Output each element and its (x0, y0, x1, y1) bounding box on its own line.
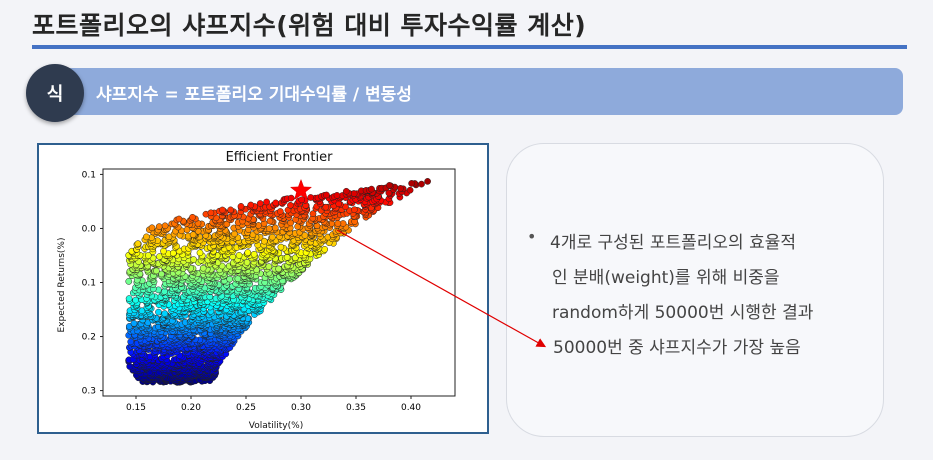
scatter-point (283, 254, 291, 261)
x-axis-label: Volatility(%) (249, 421, 303, 431)
formula-badge: 식 (26, 64, 84, 122)
scatter-point (333, 192, 341, 199)
scatter-point (161, 288, 168, 295)
scatter-point (408, 180, 415, 187)
scatter-point (322, 203, 330, 211)
y-axis-label: Expected Returns(%) (57, 238, 67, 333)
scatter-point (424, 178, 431, 185)
scatter-point (321, 246, 329, 253)
scatter-point (368, 185, 375, 193)
scatter-point (158, 270, 165, 278)
y-tick-label: 0.3 (82, 387, 96, 397)
scatter-point (250, 250, 258, 258)
scatter-point (227, 206, 234, 214)
scatter-point (207, 209, 215, 217)
bullet-icon: • (527, 227, 537, 246)
scatter-point (153, 267, 160, 275)
scatter-point (287, 201, 294, 209)
scatter-point (160, 247, 167, 255)
scatter-point (189, 213, 196, 221)
scatter-point (130, 320, 138, 327)
scatter-point (125, 278, 133, 285)
efficient-frontier-chart-frame: Efficient Frontier 0.15 0.20 0.25 0.30 0.35 0… (37, 143, 489, 434)
scatter-point (143, 233, 150, 241)
y-tick-label: 0.1 (82, 170, 96, 180)
scatter-point (266, 217, 274, 225)
scatter-point (199, 264, 207, 272)
scatter-point (244, 249, 252, 256)
scatter-point (247, 201, 255, 209)
scatter-point (275, 265, 282, 273)
scatter-point (175, 215, 183, 223)
scatter-point (155, 308, 162, 316)
scatter-point (351, 206, 358, 214)
scatter-point (397, 185, 404, 192)
x-axis-ticks: 0.15 0.20 0.25 0.30 0.35 0.40 (126, 396, 421, 413)
scatter-point (342, 187, 350, 195)
efficient-frontier-chart: Efficient Frontier 0.15 0.20 0.25 0.30 0.35 0… (57, 150, 456, 431)
info-line-1: 4개로 구성된 포트폴리오의 효율적 (550, 233, 796, 253)
scatter-point (237, 203, 245, 210)
x-tick-label: 0.20 (181, 403, 201, 413)
y-tick-label: 0.1 (82, 279, 96, 289)
x-tick-label: 0.40 (401, 403, 421, 413)
scatter-point (127, 338, 135, 346)
y-axis-ticks: 0.1 0.0 0.1 0.2 0.3 (82, 170, 103, 397)
scatter-point (298, 196, 306, 204)
scatter-point (260, 237, 268, 245)
scatter-point (271, 224, 279, 232)
scatter-point (323, 191, 330, 199)
y-tick-label: 0.2 (82, 333, 96, 343)
scatter-points (125, 178, 431, 386)
scatter-point (307, 194, 315, 201)
info-line-2: 인 분배(weight)를 위해 비중을 (552, 268, 780, 288)
scatter-point (148, 224, 156, 232)
scatter-point (144, 252, 152, 259)
scatter-point (386, 182, 393, 189)
scatter-point (272, 199, 280, 207)
scatter-point (277, 243, 285, 251)
scatter-point (235, 252, 243, 259)
y-tick-label: 0.0 (82, 224, 97, 234)
scatter-point (406, 186, 414, 194)
page-title: 포트폴리오의 샤프지수(위험 대비 투자수익률 계산) (32, 11, 587, 40)
sharpe-formula: 샤프지수 = 포트폴리오 기대수익률 / 변동성 (96, 85, 412, 105)
scatter-point (265, 263, 273, 270)
scatter-point (269, 233, 276, 241)
scatter-point (255, 222, 262, 229)
scatter-point (156, 253, 163, 260)
x-tick-label: 0.25 (236, 403, 256, 413)
scatter-point (276, 208, 284, 215)
scatter-point (155, 223, 163, 230)
scatter-point (418, 180, 425, 188)
scatter-point (334, 220, 342, 227)
scatter-point (134, 240, 142, 248)
scatter-point (169, 249, 177, 257)
scatter-point (196, 249, 204, 257)
scatter-point (125, 295, 133, 302)
scatter-point (234, 275, 242, 283)
info-line-3: random하게 50000번 시행한 결과 (552, 303, 814, 323)
scatter-point (161, 222, 169, 230)
scatter-point (287, 194, 295, 202)
scatter-point (309, 210, 317, 218)
title-underline (32, 45, 907, 49)
formula-bar: 샤프지수 = 포트폴리오 기대수익률 / 변동성 (54, 68, 903, 115)
scatter-point (256, 200, 264, 207)
x-tick-label: 0.30 (291, 403, 311, 413)
scatter-point (190, 256, 197, 263)
info-line-4: 50000번 중 샤프지수가 가장 높음 (553, 338, 801, 358)
scatter-point (301, 232, 309, 239)
scatter-point (219, 206, 226, 214)
scatter-point (263, 198, 270, 206)
scatter-point (165, 233, 173, 241)
scatter-point (265, 225, 273, 232)
x-tick-label: 0.35 (346, 403, 366, 413)
scatter-point (161, 310, 169, 317)
scatter-point (385, 189, 393, 197)
chart-title: Efficient Frontier (226, 150, 333, 165)
x-tick-label: 0.15 (126, 403, 146, 413)
info-box (506, 143, 884, 437)
max-sharpe-star-icon (289, 178, 313, 201)
